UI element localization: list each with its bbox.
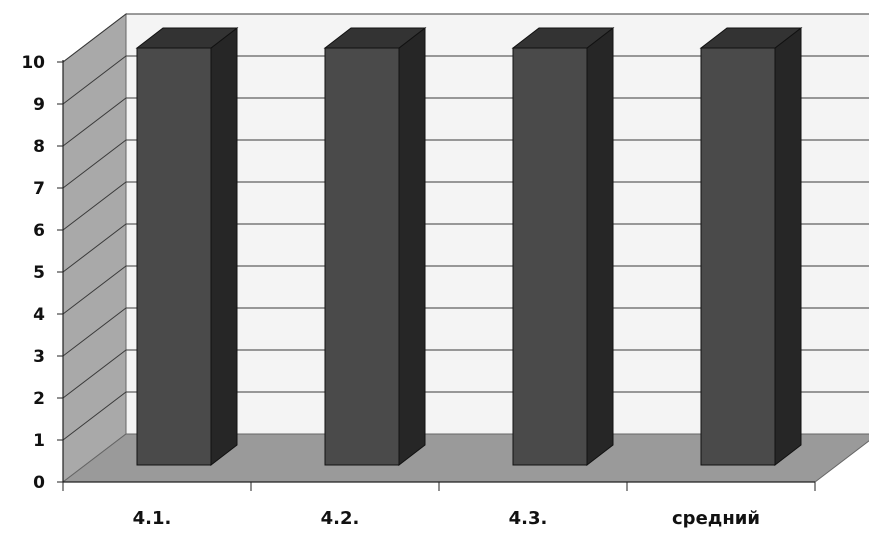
y-axis-ticks: 0 1 2 3 4 5 6 7 8 9 10 <box>21 53 63 493</box>
gridline <box>62 307 869 357</box>
y-tick-label: 10 <box>21 53 45 73</box>
y-tick-label: 4 <box>33 305 45 325</box>
bar-front-face <box>324 47 400 466</box>
bar-front-face <box>512 47 588 466</box>
gridline <box>62 13 869 63</box>
bar <box>323 26 427 467</box>
bar-side-face <box>210 26 238 467</box>
gridline <box>62 223 869 273</box>
y-tick-label: 0 <box>33 473 45 493</box>
bar-side-face <box>586 26 614 467</box>
bar <box>511 26 615 467</box>
x-axis-ticks: 4.1. 4.2. 4.3. средний <box>62 482 816 529</box>
gridline <box>62 265 869 315</box>
bar-side-face <box>398 26 426 467</box>
bar-side-face <box>774 26 802 467</box>
gridlines <box>62 13 869 441</box>
gridline <box>62 391 869 441</box>
gridline <box>62 181 869 231</box>
y-tick-label: 2 <box>33 389 45 409</box>
y-tick-label: 6 <box>33 221 45 241</box>
bar-front-face <box>136 47 212 466</box>
y-tick-label: 8 <box>33 137 45 157</box>
x-tick-label: 4.3. <box>509 508 548 529</box>
y-tick-label: 5 <box>33 263 45 283</box>
x-tick-label: средний <box>672 508 760 529</box>
gridline <box>62 97 869 147</box>
x-tick-label: 4.1. <box>133 508 172 529</box>
bar <box>699 26 803 467</box>
gridline <box>62 139 869 189</box>
gridline <box>62 55 869 105</box>
y-tick-label: 7 <box>33 179 45 199</box>
bars <box>135 26 803 467</box>
y-tick-label: 9 <box>33 95 45 115</box>
x-tick-label: 4.2. <box>321 508 360 529</box>
y-tick-label: 3 <box>33 347 45 367</box>
bar-front-face <box>700 47 776 466</box>
y-tick-label: 1 <box>33 431 45 451</box>
gridline <box>62 349 869 399</box>
bar <box>135 26 239 467</box>
